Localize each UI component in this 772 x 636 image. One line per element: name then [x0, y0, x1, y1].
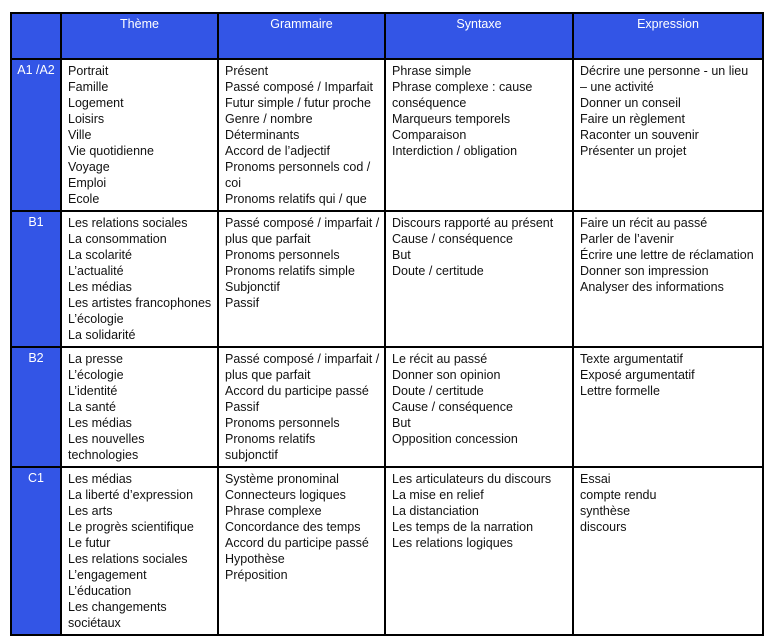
table-row-c1: C1 Les médias La liberté d’expression Le… — [10, 466, 764, 636]
cell-c1-syntaxe: Les articulateurs du discours La mise en… — [384, 466, 574, 636]
header-grammaire: Grammaire — [217, 12, 386, 60]
level-cell-b1: B1 — [10, 210, 62, 348]
cell-a1a2-syntaxe: Phrase simple Phrase complexe : cause co… — [384, 58, 574, 212]
cell-b2-grammaire: Passé composé / imparfait / plus que par… — [217, 346, 386, 468]
cell-c1-expression: Essai compte rendu synthèse discours — [572, 466, 764, 636]
cell-b2-expression: Texte argumentatif Exposé argumentatif L… — [572, 346, 764, 468]
curriculum-table: Thème Grammaire Syntaxe Expression A1 /A… — [10, 12, 764, 636]
level-cell-c1: C1 — [10, 466, 62, 636]
header-level — [10, 12, 62, 60]
header-expression: Expression — [572, 12, 764, 60]
header-syntaxe: Syntaxe — [384, 12, 574, 60]
cell-b1-theme: Les relations sociales La consommation L… — [60, 210, 219, 348]
cell-b2-syntaxe: Le récit au passé Donner son opinion Dou… — [384, 346, 574, 468]
cell-c1-theme: Les médias La liberté d’expression Les a… — [60, 466, 219, 636]
cell-c1-grammaire: Système pronominal Connecteurs logiques … — [217, 466, 386, 636]
page: Thème Grammaire Syntaxe Expression A1 /A… — [10, 12, 764, 636]
cell-b1-syntaxe: Discours rapporté au présent Cause / con… — [384, 210, 574, 348]
cell-b1-grammaire: Passé composé / imparfait / plus que par… — [217, 210, 386, 348]
table-row-b1: B1 Les relations sociales La consommatio… — [10, 210, 764, 348]
table-row-b2: B2 La presse L’écologie L’identité La sa… — [10, 346, 764, 468]
table-row-a1a2: A1 /A2 Portrait Famille Logement Loisirs… — [10, 58, 764, 212]
cell-b2-theme: La presse L’écologie L’identité La santé… — [60, 346, 219, 468]
level-cell-a1a2: A1 /A2 — [10, 58, 62, 212]
cell-a1a2-theme: Portrait Famille Logement Loisirs Ville … — [60, 58, 219, 212]
header-row: Thème Grammaire Syntaxe Expression — [10, 12, 764, 60]
cell-b1-expression: Faire un récit au passé Parler de l’aven… — [572, 210, 764, 348]
level-cell-b2: B2 — [10, 346, 62, 468]
cell-a1a2-expression: Décrire une personne - un lieu – une act… — [572, 58, 764, 212]
header-theme: Thème — [60, 12, 219, 60]
cell-a1a2-grammaire: Présent Passé composé / Imparfait Futur … — [217, 58, 386, 212]
